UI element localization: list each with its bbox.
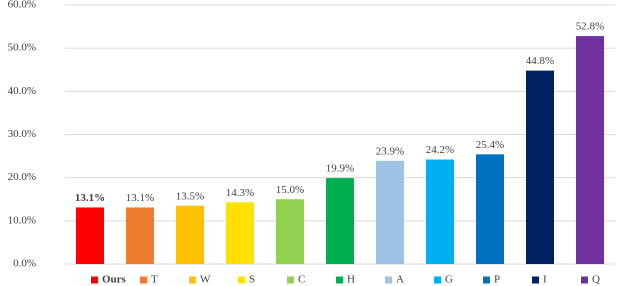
value-label: 19.9% — [326, 163, 354, 175]
value-label: 24.2% — [426, 144, 454, 156]
legend-swatch — [91, 276, 98, 284]
bar — [376, 160, 404, 264]
value-label: 15.0% — [276, 184, 304, 196]
legend-swatch — [385, 276, 392, 284]
legend-swatch — [532, 276, 539, 284]
legend-label: Ours — [102, 274, 127, 286]
legend-swatch — [336, 276, 343, 284]
legend-swatch — [287, 276, 294, 284]
y-tick-label: 20.0% — [8, 171, 36, 183]
value-label: 14.3% — [226, 187, 254, 199]
value-label: 44.8% — [526, 55, 554, 67]
bar — [76, 207, 104, 264]
legend-swatch — [189, 276, 196, 284]
value-label: 13.1% — [126, 192, 154, 204]
legend-label: H — [347, 274, 355, 286]
legend-swatch — [483, 276, 490, 284]
bar — [226, 202, 254, 264]
bar — [426, 159, 454, 264]
value-label: 52.8% — [576, 21, 604, 33]
bar — [526, 70, 554, 264]
legend-label: Q — [592, 274, 600, 286]
legend-swatch — [434, 276, 441, 284]
value-label: 23.9% — [376, 145, 404, 157]
y-tick-label: 0.0% — [13, 258, 36, 270]
legend-swatch — [238, 276, 245, 284]
y-tick-label: 50.0% — [8, 42, 36, 54]
legend-label: S — [249, 274, 255, 286]
bar — [326, 178, 354, 264]
value-label: 25.4% — [476, 139, 504, 151]
bar — [276, 199, 304, 264]
legend-label: W — [200, 274, 211, 286]
y-tick-label: 40.0% — [8, 85, 36, 97]
legend-label: T — [151, 274, 158, 286]
legend-swatch — [581, 276, 588, 284]
bar — [576, 36, 604, 264]
y-tick-label: 60.0% — [8, 0, 36, 11]
legend-label: A — [396, 274, 404, 286]
bar — [176, 205, 204, 264]
legend-swatch — [140, 276, 147, 284]
bar — [476, 154, 504, 264]
value-label: 13.1% — [75, 192, 105, 204]
y-tick-label: 30.0% — [8, 128, 36, 140]
legend-label: I — [543, 274, 547, 286]
legend-label: C — [298, 274, 305, 286]
value-label: 13.5% — [176, 190, 204, 202]
y-tick-label: 10.0% — [8, 214, 36, 226]
legend-label: P — [494, 274, 500, 286]
bar — [126, 207, 154, 264]
legend-label: G — [445, 274, 453, 286]
